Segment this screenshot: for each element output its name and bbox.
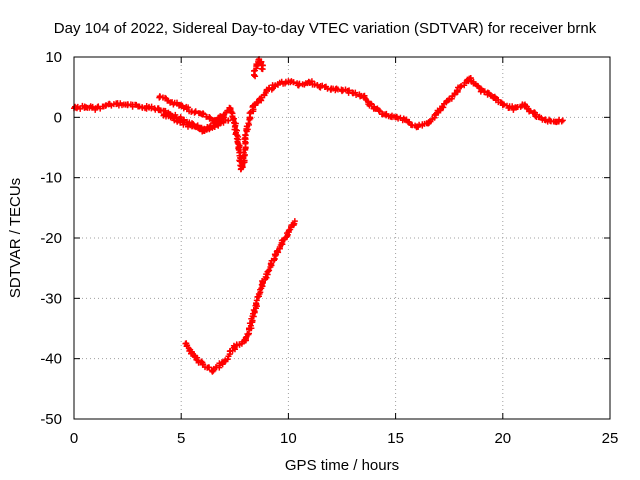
series-upper-branch (156, 93, 228, 124)
y-tick-label: 10 (45, 49, 62, 66)
x-tick-label: 10 (280, 430, 297, 447)
y-tick-label: -50 (40, 411, 62, 428)
plot-frame (73, 56, 611, 420)
trace-markers (160, 111, 232, 135)
x-tick-label: 5 (177, 430, 185, 447)
trace-markers (72, 75, 565, 173)
y-axis-label: SDTVAR / TECUs (7, 178, 24, 298)
y-tick-label: 0 (54, 109, 62, 126)
x-axis-label: GPS time / hours (285, 457, 399, 474)
trace-markers (156, 93, 225, 124)
y-tick-label: -30 (40, 290, 62, 307)
series-dip-arc (182, 218, 298, 375)
x-tick-label: 0 (70, 430, 78, 447)
x-tick-label: 25 (602, 430, 619, 447)
trace-markers (251, 56, 266, 80)
y-tick-label: -20 (40, 230, 62, 247)
y-tick-label: -40 (40, 351, 62, 368)
points-layer (71, 56, 566, 375)
tick-label-layer: 0 5 10 15 20 25 10 0 -10 -20 -30 -40 -50 (40, 49, 618, 447)
x-tick-label: 15 (387, 430, 404, 447)
y-tick-label: -10 (40, 170, 62, 187)
series-main-track (71, 75, 566, 173)
series-spike (251, 56, 266, 80)
series-lower-branch (160, 111, 232, 135)
x-tick-label: 20 (494, 430, 511, 447)
chart-title: Day 104 of 2022, Sidereal Day-to-day VTE… (54, 20, 597, 37)
trace-markers (183, 220, 298, 375)
